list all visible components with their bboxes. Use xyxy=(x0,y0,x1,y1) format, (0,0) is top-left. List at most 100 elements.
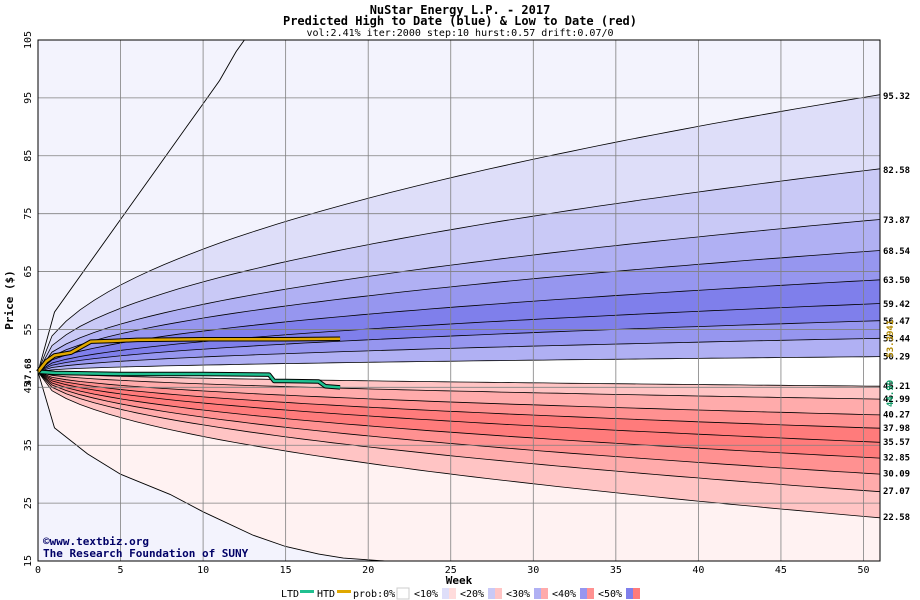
band-red-2 xyxy=(38,371,880,415)
legend-bin-label: <20% xyxy=(460,589,484,600)
start-price-label: 47.68 xyxy=(24,358,34,385)
percentile-curve-11 xyxy=(38,371,880,400)
band-red-3 xyxy=(38,371,880,429)
credit-line-2: The Research Foundation of SUNY xyxy=(43,547,249,560)
band-blue-6 xyxy=(38,303,880,372)
band-blue-2 xyxy=(38,168,880,372)
legend-bin-blue-swatch xyxy=(534,588,541,599)
y-tick-label: 75 xyxy=(23,208,34,220)
band-blue-5 xyxy=(38,279,880,372)
percentile-end-label: 42.99 xyxy=(883,395,910,405)
y-tick-label: 105 xyxy=(23,31,34,49)
percentile-curve-2 xyxy=(38,168,880,372)
x-tick-label: 0 xyxy=(35,565,41,576)
upper-extreme-curve xyxy=(38,40,245,372)
band-red-5 xyxy=(38,371,880,459)
percentile-curve-10 xyxy=(38,371,880,387)
percentile-end-label: 45.21 xyxy=(883,382,910,392)
percentile-end-label: 30.09 xyxy=(883,470,910,480)
percentile-curve-4 xyxy=(38,250,880,373)
percentile-end-label: 63.50 xyxy=(883,276,910,286)
x-tick-label: 35 xyxy=(610,565,622,576)
x-tick-label: 5 xyxy=(118,565,124,576)
x-tick-label: 45 xyxy=(775,565,787,576)
percentile-end-label: 73.87 xyxy=(883,216,910,226)
band-red-8 xyxy=(38,371,880,518)
band-red-7 xyxy=(38,371,880,492)
legend-bin-blue-swatch xyxy=(626,588,633,599)
y-tick-label: 95 xyxy=(23,92,34,104)
band-blue-3 xyxy=(38,219,880,372)
percentile-end-label: 40.27 xyxy=(883,411,910,421)
htd-end-label: 53.3941 xyxy=(886,320,896,358)
x-tick-label: 10 xyxy=(197,565,209,576)
legend-bin-label: <40% xyxy=(552,589,576,600)
legend-htd-label: HTD xyxy=(317,589,335,600)
band-red-1 xyxy=(38,371,880,400)
percentile-end-label: 22.58 xyxy=(883,513,910,523)
data-series xyxy=(36,336,341,390)
percentile-curve-7 xyxy=(38,320,880,373)
y-tick-label: 45 xyxy=(23,381,34,393)
legend-bin-blue-swatch xyxy=(442,588,449,599)
band-red-4 xyxy=(38,371,880,443)
axis-ticks: 0 5 10 15 20 25 30 35 40 45 50 15 25 35 45 55 65 75 85 95 10… xyxy=(23,31,870,576)
x-tick-label: 20 xyxy=(362,565,374,576)
x-tick-label: 30 xyxy=(527,565,539,576)
percentile-end-label: 37.98 xyxy=(883,424,910,434)
percentile-curve-18 xyxy=(38,371,880,519)
legend-ltd-label: LTD xyxy=(281,589,299,600)
percentile-end-label: 53.44 xyxy=(883,334,911,344)
legend: LTD HTD prob:0% <10% <20% <30% <40% <50% xyxy=(281,587,640,600)
percentile-curve-15 xyxy=(38,371,880,459)
percentile-curve-5 xyxy=(38,279,880,373)
x-tick-label: 50 xyxy=(857,565,869,576)
percentile-curve-17 xyxy=(38,371,880,493)
y-tick-label: 35 xyxy=(23,439,34,451)
percentile-curve-14 xyxy=(38,371,880,443)
legend-htd-swatch xyxy=(337,590,351,593)
x-tick-label: 15 xyxy=(280,565,292,576)
percentile-end-label: 95.32 xyxy=(883,92,910,102)
percentile-end-label: 50.29 xyxy=(883,353,910,363)
legend-prob-swatch xyxy=(396,587,410,600)
percentile-curve-8 xyxy=(38,337,880,373)
legend-bin-red-swatch xyxy=(449,588,456,599)
percentile-curve-13 xyxy=(38,371,880,429)
ltd-series-line xyxy=(37,370,341,389)
percentile-end-label: 32.85 xyxy=(883,454,910,464)
y-tick-label: 85 xyxy=(23,150,34,162)
x-axis-label: Week xyxy=(446,574,473,587)
percentile-curve-6 xyxy=(38,303,880,373)
band-red-6 xyxy=(38,371,880,475)
legend-bin-red-swatch xyxy=(541,588,548,599)
probability-bands xyxy=(38,40,880,561)
legend-bin-red-swatch xyxy=(587,588,594,599)
legend-ltd-swatch xyxy=(300,590,314,593)
percentile-end-label: 68.54 xyxy=(883,247,911,257)
band-blue-8 xyxy=(38,338,880,372)
x-tick-label: 40 xyxy=(692,565,704,576)
credit-line-1: ©www.textbiz.org xyxy=(43,535,149,548)
y-axis-label: Price ($) xyxy=(3,270,16,330)
legend-bin-red-swatch xyxy=(633,588,640,599)
y-tick-label: 65 xyxy=(23,266,34,278)
y-tick-label: 55 xyxy=(23,323,34,335)
percentile-end-label: 27.07 xyxy=(883,487,910,497)
chart-title: NuStar Energy L.P. - 2017 xyxy=(370,3,551,17)
legend-bin-blue-swatch xyxy=(580,588,587,599)
band-blue-1 xyxy=(38,94,880,372)
x-tick-label: 25 xyxy=(445,565,457,576)
legend-prob-label: prob:0% xyxy=(353,589,395,600)
band-blue-4 xyxy=(38,250,880,372)
chart-params: vol:2.41% iter:2000 step:10 hurst:0.57 d… xyxy=(306,28,613,39)
plot-frame xyxy=(37,39,881,562)
legend-bin-label: <30% xyxy=(506,589,530,600)
legend-bin-red-swatch xyxy=(495,588,502,599)
y-tick-label: 15 xyxy=(23,555,34,567)
percentile-labels: 95.32 82.58 73.87 68.54 63.50 59.42 56.47 53.44… xyxy=(883,92,911,523)
legend-bin-label: <10% xyxy=(414,589,438,600)
legend-bin-label: <50% xyxy=(598,589,622,600)
legend-bins: <10% <20% <30% <40% <50% xyxy=(414,588,640,600)
